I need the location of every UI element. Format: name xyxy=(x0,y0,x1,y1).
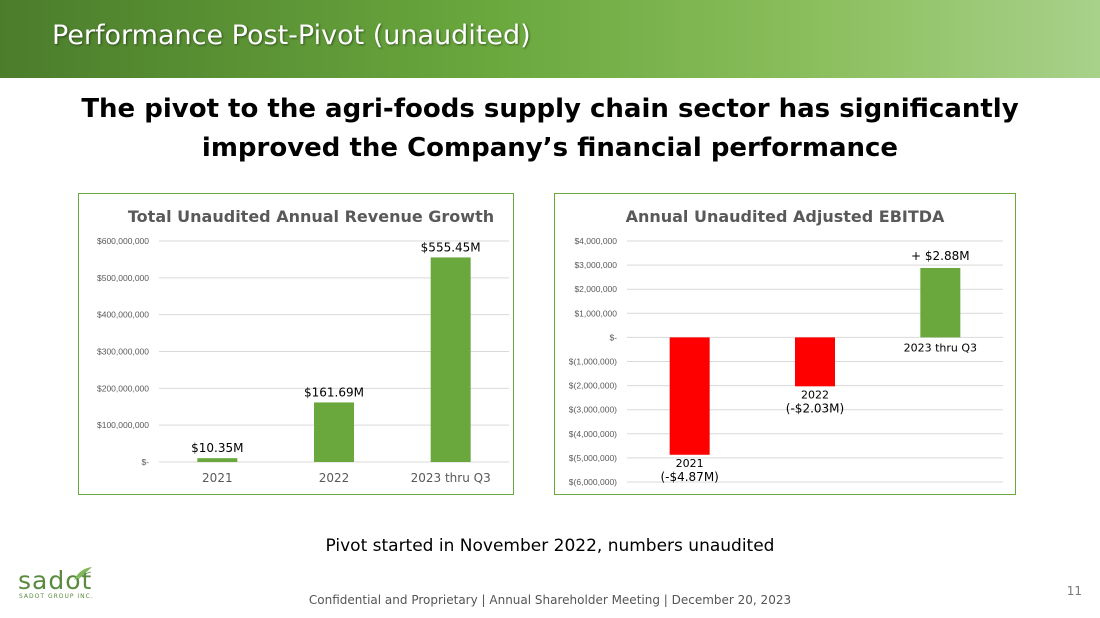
ebitda-chart: Annual Unaudited Adjusted EBITDA $4,000,0… xyxy=(569,207,1003,487)
data-label: + $2.88M xyxy=(911,249,970,263)
headline-line-2: improved the Company’s financial perform… xyxy=(201,133,899,163)
y-tick-label: $100,000,000 xyxy=(97,420,149,430)
y-tick-label: $- xyxy=(609,332,617,342)
x-tick-label: 2023 thru Q3 xyxy=(411,471,491,485)
bar-2022 xyxy=(795,337,835,387)
x-tick-label: 2022 xyxy=(801,388,829,401)
logo-tagline: SADOT GROUP INC. xyxy=(19,593,94,600)
bar-2021 xyxy=(197,458,238,462)
x-tick-label: 2023 thru Q3 xyxy=(904,341,977,354)
data-label: $10.35M xyxy=(191,441,243,455)
y-tick-label: $(5,000,000) xyxy=(569,453,617,463)
chart-title: Total Unaudited Annual Revenue Growth xyxy=(128,207,494,226)
bar-2022 xyxy=(314,402,354,462)
logo-wordmark: sadot xyxy=(18,566,93,595)
y-tick-label: $4,000,000 xyxy=(574,236,617,246)
y-tick-label: $400,000,000 xyxy=(97,310,149,320)
revenue-chart: Total Unaudited Annual Revenue Growth $- $… xyxy=(97,207,509,485)
data-label: $555.45M xyxy=(421,240,481,254)
y-tick-label: $(4,000,000) xyxy=(569,429,617,439)
caption: Pivot started in November 2022, numbers … xyxy=(325,536,775,556)
bar-2021 xyxy=(669,337,710,455)
data-label: (-$2.03M) xyxy=(786,401,844,415)
y-tick-label: $(1,000,000) xyxy=(569,357,617,367)
revenue-chart-panel: Total Unaudited Annual Revenue Growth $- $… xyxy=(78,193,514,495)
bar-2023-thru-q3 xyxy=(920,267,961,338)
leaf-icon xyxy=(74,567,92,580)
y-tick-label: $(3,000,000) xyxy=(569,405,617,415)
y-tick-label: $500,000,000 xyxy=(97,273,149,283)
data-label: (-$4.87M) xyxy=(660,470,718,484)
y-tick-label: $- xyxy=(141,457,149,467)
chart-title: Annual Unaudited Adjusted EBITDA xyxy=(626,207,945,226)
y-tick-label: $1,000,000 xyxy=(574,308,617,318)
x-tick-label: 2021 xyxy=(202,471,233,485)
y-tick-label: $300,000,000 xyxy=(97,347,149,357)
bar-2023-thru-q3 xyxy=(430,257,471,462)
y-tick-label: $(6,000,000) xyxy=(569,477,617,487)
y-tick-label: $2,000,000 xyxy=(574,284,617,294)
headline-line-1: The pivot to the agri-foods supply chain… xyxy=(81,94,1019,124)
x-tick-label: 2021 xyxy=(676,457,704,470)
footer: Confidential and Proprietary | Annual Sh… xyxy=(308,593,792,607)
data-label: $161.69M xyxy=(304,385,364,399)
y-tick-label: $600,000,000 xyxy=(97,236,149,246)
sadot-logo: sadot SADOT GROUP INC. xyxy=(14,566,94,606)
y-tick-label: $(2,000,000) xyxy=(569,381,617,391)
ebitda-chart-panel: Annual Unaudited Adjusted EBITDA $4,000,0… xyxy=(554,193,1016,495)
y-tick-label: $3,000,000 xyxy=(574,260,617,270)
page-number: 11 xyxy=(1066,584,1082,598)
x-tick-label: 2022 xyxy=(319,471,350,485)
slide-title: Performance Post-Pivot (unaudited) xyxy=(52,20,531,51)
y-tick-label: $200,000,000 xyxy=(97,383,149,393)
headline: The pivot to the agri-foods supply chain… xyxy=(0,90,1100,168)
header-band xyxy=(0,0,1100,78)
